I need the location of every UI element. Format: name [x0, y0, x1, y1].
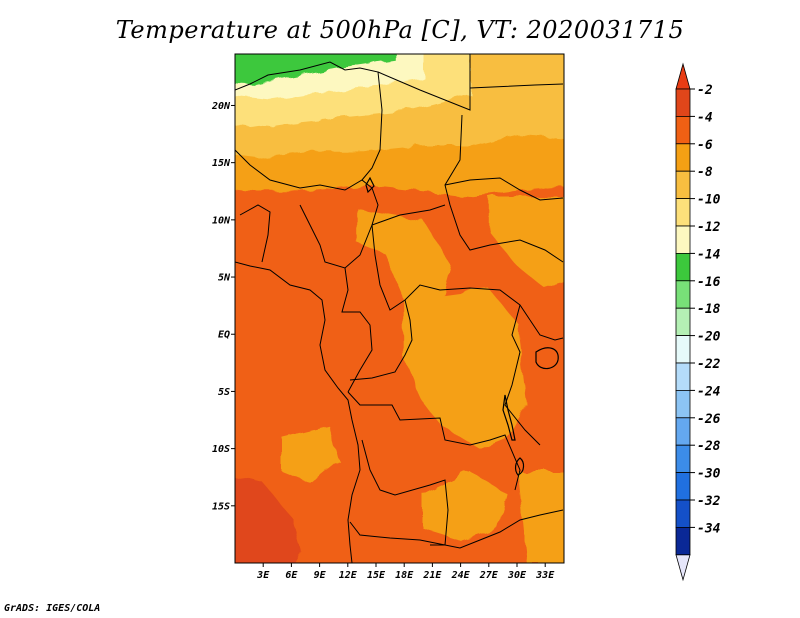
- x-tick-label-10: 33E: [535, 570, 555, 581]
- boundary-ne: [377, 54, 471, 111]
- boundary-east-1: [504, 304, 541, 446]
- lakes: [365, 176, 559, 476]
- colorbar-under-triangle: [675, 554, 691, 582]
- coastline: [235, 261, 361, 563]
- colorbar-swatch-10: [675, 362, 691, 391]
- page-title: Temperature at 500hPa [C], VT: 202003171…: [115, 16, 685, 44]
- colorbar-label-12: -26: [697, 412, 721, 427]
- y-tick-label-6: 10S: [212, 444, 230, 455]
- field-blob-minus6-d: [282, 425, 339, 483]
- field-blob-minus6-e: [423, 471, 508, 541]
- field-blob-minus6-b: [404, 288, 527, 449]
- colorbar-label-2: -6: [697, 138, 713, 153]
- boundary-north: [235, 61, 383, 181]
- boundary-west-1: [235, 149, 379, 226]
- colorbar-label-13: -28: [697, 439, 721, 454]
- field-blob-minus6-f: [517, 471, 564, 563]
- boundary-angola: [361, 439, 449, 546]
- boundary-nigeria: [299, 204, 446, 269]
- x-tick-label-8: 27E: [479, 570, 499, 581]
- x-tick-label-6: 21E: [422, 570, 442, 581]
- colorbar-swatch-8: [675, 307, 691, 337]
- y-tick-label-7: 15S: [212, 501, 230, 512]
- y-axis: 20N 15N 10N 5N EQ 5S 10S 15S: [211, 101, 235, 512]
- colorbar-label-1: -4: [697, 110, 713, 125]
- colorbar-swatch-6: [675, 252, 691, 282]
- colorbar-swatch-15: [675, 499, 691, 528]
- x-tick-label-9: 30E: [507, 570, 527, 581]
- x-tick-label-7: 24E: [451, 570, 471, 581]
- colorbar-swatch-13: [675, 444, 691, 474]
- x-tick-label-4: 15E: [367, 570, 386, 581]
- colorbar-swatch-14: [675, 472, 691, 501]
- y-tick-label-2: 10N: [212, 215, 231, 226]
- lake-tanganyika: [502, 394, 516, 441]
- colorbar-label-14: -30: [697, 467, 721, 482]
- field-band-minus14: [235, 54, 395, 85]
- colorbar-label-0: -2: [697, 83, 713, 98]
- y-tick-label-4: EQ: [218, 330, 230, 341]
- boundary-west-2: [239, 204, 271, 263]
- x-tick-label-2: 9E: [314, 570, 327, 581]
- colorbar-label-15: -32: [697, 494, 721, 509]
- colorbar-swatch-12: [675, 417, 691, 446]
- y-tick-label-1: 15N: [212, 158, 231, 169]
- colorbar-label-4: -10: [697, 193, 721, 208]
- colorbar-label-9: -20: [697, 330, 721, 345]
- y-tick-label-5: 5S: [218, 387, 230, 398]
- boundary-central-1: [371, 224, 531, 321]
- x-tick-label-3: 12E: [339, 570, 358, 581]
- colorbar-swatch-4: [675, 198, 691, 227]
- x-tick-label-0: 3E: [256, 570, 270, 581]
- colorbar-swatch-7: [675, 280, 691, 309]
- colorbar-label-8: -18: [697, 302, 721, 317]
- x-axis: 3E 6E 9E 12E 15E 18E 21E 24E 27E 30E 33E: [256, 563, 555, 581]
- credit-label: GrADS: IGES/COLA: [4, 603, 101, 614]
- colorbar-swatch-5: [675, 225, 691, 254]
- colorbar-label-11: -24: [697, 384, 721, 399]
- colorbar-swatch-0: [675, 88, 691, 117]
- colorbar-label-5: -12: [697, 220, 721, 235]
- boundary-central-2: [341, 267, 373, 393]
- colorbar-label-3: -8: [697, 165, 713, 180]
- x-tick-label-5: 18E: [395, 570, 414, 581]
- colorbar-label-10: -22: [697, 357, 721, 372]
- colorbar-over-triangle: [675, 62, 691, 90]
- colorbar-swatch-1: [675, 116, 691, 145]
- colorbar: -2 -4 -6 -8 -10 -12 -14 -16 -18 -20 -22 -24 -26 -28 -3…: [675, 62, 721, 582]
- boundary-sudan: [444, 177, 564, 201]
- colorbar-swatch-11: [675, 389, 691, 419]
- colorbar-swatch-3: [675, 170, 691, 199]
- field-blob-minus6-a: [357, 208, 452, 300]
- lake-malawi: [514, 457, 525, 476]
- x-tick-label-1: 6E: [285, 570, 298, 581]
- colorbar-swatch-16: [675, 527, 691, 556]
- lake-chad: [365, 176, 375, 194]
- temperature-field: [235, 54, 564, 563]
- plot-frame: [234, 53, 565, 564]
- boundary-sahel: [444, 114, 564, 263]
- y-tick-label-0: 20N: [211, 101, 231, 112]
- boundary-congo-river: [349, 299, 413, 381]
- field-blob-minus2: [235, 476, 301, 563]
- colorbar-label-7: -16: [697, 275, 721, 290]
- colorbar-label-16: -34: [697, 521, 721, 536]
- colorbar-swatch-9: [675, 335, 691, 364]
- boundary-drc-south: [347, 391, 521, 491]
- boundary-east-lakes: [529, 319, 564, 341]
- colorbar-swatch-2: [675, 143, 691, 172]
- colorbar-label-6: -14: [697, 247, 721, 262]
- y-tick-label-3: 5N: [218, 273, 231, 284]
- country-boundaries: [235, 54, 564, 549]
- boundary-south: [349, 509, 564, 549]
- boundary-east-north: [469, 83, 564, 89]
- lake-victoria: [535, 347, 559, 370]
